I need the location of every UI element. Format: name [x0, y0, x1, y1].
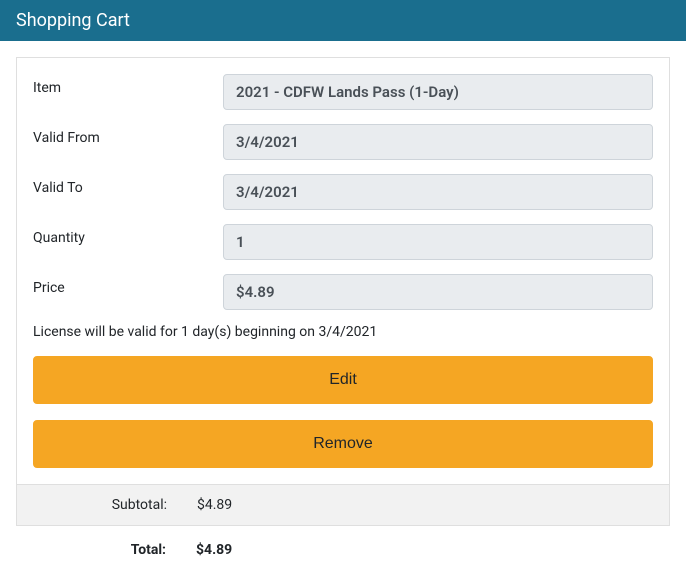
field-row-item: Item 2021 - CDFW Lands Pass (1-Day)	[33, 74, 653, 110]
remove-button[interactable]: Remove	[33, 420, 653, 468]
value-valid-to: 3/4/2021	[223, 174, 653, 210]
label-price: Price	[33, 274, 223, 296]
value-item: 2021 - CDFW Lands Pass (1-Day)	[223, 74, 653, 110]
label-valid-from: Valid From	[33, 124, 223, 146]
card-body: Item 2021 - CDFW Lands Pass (1-Day) Vali…	[17, 58, 669, 484]
label-valid-to: Valid To	[33, 174, 223, 196]
subtotal-value: $4.89	[183, 497, 232, 513]
label-item: Item	[33, 74, 223, 96]
validity-note: License will be valid for 1 day(s) begin…	[33, 324, 653, 340]
field-row-valid-to: Valid To 3/4/2021	[33, 174, 653, 210]
cart-item-card: Item 2021 - CDFW Lands Pass (1-Day) Vali…	[16, 57, 670, 526]
total-label: Total:	[32, 542, 182, 558]
subtotal-label: Subtotal:	[33, 497, 183, 513]
page-title: Shopping Cart	[16, 10, 130, 31]
field-row-quantity: Quantity 1	[33, 224, 653, 260]
subtotal-section: Subtotal: $4.89	[17, 484, 669, 525]
value-valid-from: 3/4/2021	[223, 124, 653, 160]
field-row-price: Price $4.89	[33, 274, 653, 310]
page-header: Shopping Cart	[0, 0, 686, 41]
edit-button[interactable]: Edit	[33, 356, 653, 404]
total-section: Total: $4.89	[0, 526, 686, 572]
total-value: $4.89	[182, 542, 232, 558]
value-quantity: 1	[223, 224, 653, 260]
field-row-valid-from: Valid From 3/4/2021	[33, 124, 653, 160]
value-price: $4.89	[223, 274, 653, 310]
label-quantity: Quantity	[33, 224, 223, 246]
